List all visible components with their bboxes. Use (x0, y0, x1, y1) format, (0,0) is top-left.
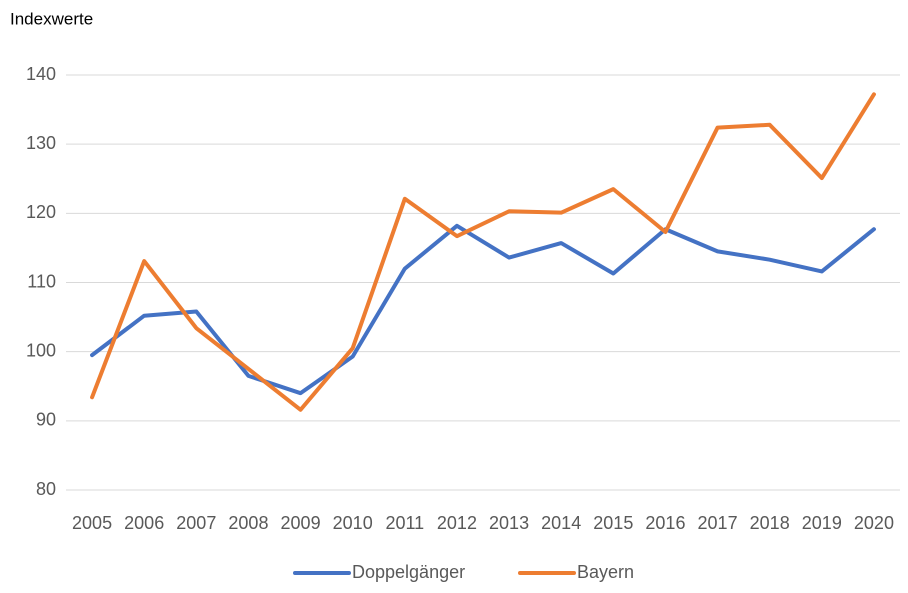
x-tick-label: 2010 (333, 513, 373, 533)
x-tick-label: 2005 (72, 513, 112, 533)
x-tick-label: 2020 (854, 513, 894, 533)
x-tick-label: 2013 (489, 513, 529, 533)
x-tick-label: 2014 (541, 513, 581, 533)
y-axis-label: Indexwerte (10, 9, 93, 28)
x-tick-label: 2019 (802, 513, 842, 533)
y-tick-label: 90 (36, 410, 56, 430)
x-tick-label: 2007 (176, 513, 216, 533)
y-tick-label: 120 (26, 202, 56, 222)
legend-label: Doppelgänger (352, 562, 465, 582)
x-tick-label: 2008 (228, 513, 268, 533)
legend-label: Bayern (577, 562, 634, 582)
line (90, 92, 876, 412)
y-tick-label: 80 (36, 479, 56, 499)
y-tick-label: 140 (26, 64, 56, 84)
x-tick-label: 2015 (593, 513, 633, 533)
y-tick-label: 100 (26, 340, 56, 360)
line (90, 223, 876, 396)
x-tick-label: 2017 (698, 513, 738, 533)
x-tick-label: 2009 (281, 513, 321, 533)
x-tick-label: 2016 (645, 513, 685, 533)
y-tick-label: 130 (26, 133, 56, 153)
y-tick-label: 110 (27, 271, 56, 291)
x-tick-label: 2012 (437, 513, 477, 533)
x-tick-label: 2018 (750, 513, 790, 533)
x-tick-label: 2006 (124, 513, 164, 533)
x-tick-label: 2011 (385, 513, 424, 533)
